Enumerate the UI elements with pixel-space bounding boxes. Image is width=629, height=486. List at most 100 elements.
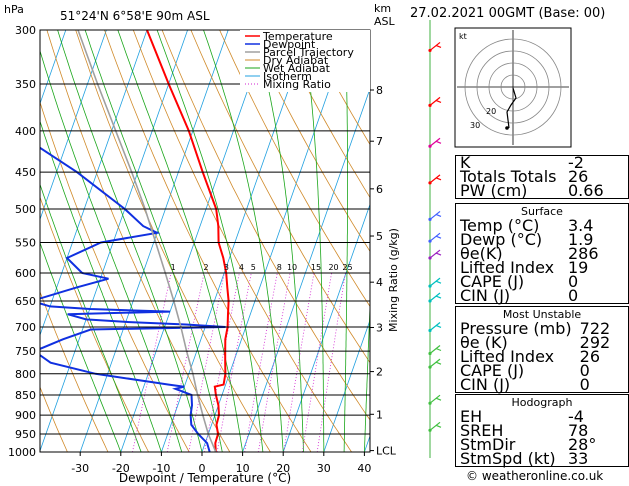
mixing-ratio-label: 10 — [287, 263, 297, 272]
series-temperature — [146, 30, 230, 452]
wind-barb — [429, 137, 441, 147]
wind-barb — [429, 232, 441, 242]
most-unstable-label: CIN (J) — [460, 375, 511, 394]
wind-marker — [428, 256, 432, 260]
wet-adiabat — [303, 30, 325, 452]
most-unstable-label: Lifted Index — [460, 347, 555, 366]
hodograph-ring — [488, 62, 538, 112]
x-tick-label: -20 — [112, 462, 130, 475]
wind-barb — [429, 322, 441, 331]
wind-barb — [429, 292, 441, 302]
index-value: 26 — [568, 167, 589, 186]
hodograph-row: StmSpd (kt) 33 — [456, 449, 628, 468]
wind-marker — [428, 103, 432, 107]
mixing-ratio-line — [316, 272, 346, 452]
x-tick-label: -10 — [152, 462, 170, 475]
most-unstable-row: CAPE (J) 0 — [456, 363, 628, 379]
p-unit-label: hPa — [4, 3, 24, 16]
km-unit-label: km — [374, 2, 391, 15]
dry-adiabat — [40, 386, 68, 452]
mixing-ratio-line — [204, 272, 240, 452]
dry-adiabat — [132, 30, 352, 452]
hodograph-trace — [506, 87, 517, 129]
pressure-tick-label: 950 — [15, 428, 36, 441]
hodograph-label: StmSpd (kt) — [460, 449, 556, 468]
wind-marker — [428, 48, 432, 53]
wind-barb — [429, 421, 441, 431]
hodograph-ring-label: 30 — [470, 121, 480, 130]
surface-label: Dewp (°C) — [460, 230, 543, 249]
wind-barb-flag — [435, 280, 442, 284]
hodograph-plot: kt 20 30 — [454, 27, 572, 148]
height-tick-label: 7 — [376, 135, 383, 148]
wind-marker — [428, 428, 432, 432]
most-unstable-title: Most Unstable — [502, 308, 582, 321]
indices-box: K -2 Totals Totals 26 PW (cm) 0.66 — [455, 155, 629, 199]
surface-value: 286 — [568, 244, 599, 263]
most-unstable-row: Lifted Index 26 — [456, 347, 628, 366]
pressure-tick-label: 700 — [15, 321, 36, 334]
height-tick-label: 6 — [376, 183, 383, 196]
height-tick-label: 3 — [376, 321, 383, 334]
wind-marker — [428, 328, 432, 333]
isotherm — [201, 30, 351, 452]
surface-box: Surface Temp (°C) 3.4 Dewp (°C) 1.9 θe(K) 286… — [455, 203, 629, 304]
wind-profile — [428, 20, 442, 458]
wind-barb — [429, 345, 441, 354]
pressure-tick-label: 300 — [15, 24, 36, 37]
mixing-ratio-label: 8 — [277, 263, 282, 272]
hodograph-row: EH -4 — [456, 409, 628, 425]
wind-barb-flag — [435, 324, 442, 329]
surface-value: 0 — [568, 272, 579, 291]
dry-adiabat — [46, 30, 231, 452]
height-tick-label: LCL — [376, 445, 397, 458]
pressure-tick-label: 1000 — [8, 446, 36, 459]
index-label: PW (cm) — [460, 181, 528, 200]
mixing-ratio-line — [132, 272, 172, 452]
legend-dry-adiabat: Dry Adiabat — [263, 54, 329, 67]
wind-marker — [428, 217, 432, 222]
hodograph-row: StmDir 28° — [456, 437, 628, 453]
height-tick-label: 1 — [376, 408, 383, 421]
index-label: K — [460, 153, 471, 172]
wind-barb-flag — [435, 44, 442, 48]
surface-value: 19 — [568, 258, 589, 277]
pressure-tick-label: 500 — [15, 203, 36, 216]
hodograph-label: SREH — [460, 421, 504, 440]
surface-row: θe(K) 286 — [456, 244, 628, 263]
legend-mixing-ratio: Mixing Ratio — [263, 78, 331, 91]
wind-barb — [429, 174, 441, 184]
wet-adiabat — [364, 296, 370, 452]
wind-marker — [428, 351, 432, 356]
pressure-tick-label: 650 — [15, 295, 36, 308]
plot-frame — [39, 29, 371, 453]
pressure-tick-label: 600 — [15, 267, 36, 280]
surface-label: Lifted Index — [460, 258, 555, 277]
legend-parcel: Parcel Trajectory — [263, 46, 354, 59]
hodograph-value: 78 — [568, 421, 589, 440]
index-label: Totals Totals — [460, 167, 557, 186]
isotherm — [40, 30, 107, 221]
wind-barb — [429, 210, 441, 220]
surface-title: Surface — [521, 205, 563, 218]
index-value: 0.66 — [568, 181, 604, 200]
height-tick-label: 4 — [376, 276, 383, 289]
legend-isotherm: Isotherm — [263, 70, 312, 83]
most-unstable-row: CIN (J) 0 — [456, 375, 628, 394]
surface-value: 0 — [568, 286, 579, 305]
footer-credit: © weatheronline.co.uk — [466, 469, 604, 483]
wind-marker — [428, 144, 432, 148]
isotherm — [282, 203, 370, 452]
x-tick-label: 10 — [236, 462, 250, 475]
index-row: K -2 — [456, 153, 628, 172]
pressure-tick-label: 900 — [15, 409, 36, 422]
dry-adiabat — [248, 30, 370, 253]
pressure-tick-label: 350 — [15, 78, 36, 91]
wind-barb — [429, 394, 441, 404]
mixing-ratio-label: 20 — [328, 263, 338, 272]
wind-barb — [429, 249, 441, 259]
dry-adiabat — [276, 30, 370, 199]
mixing-ratio-label: 4 — [239, 263, 244, 272]
wind-marker — [428, 239, 432, 243]
surface-row: CAPE (J) 0 — [456, 272, 628, 291]
